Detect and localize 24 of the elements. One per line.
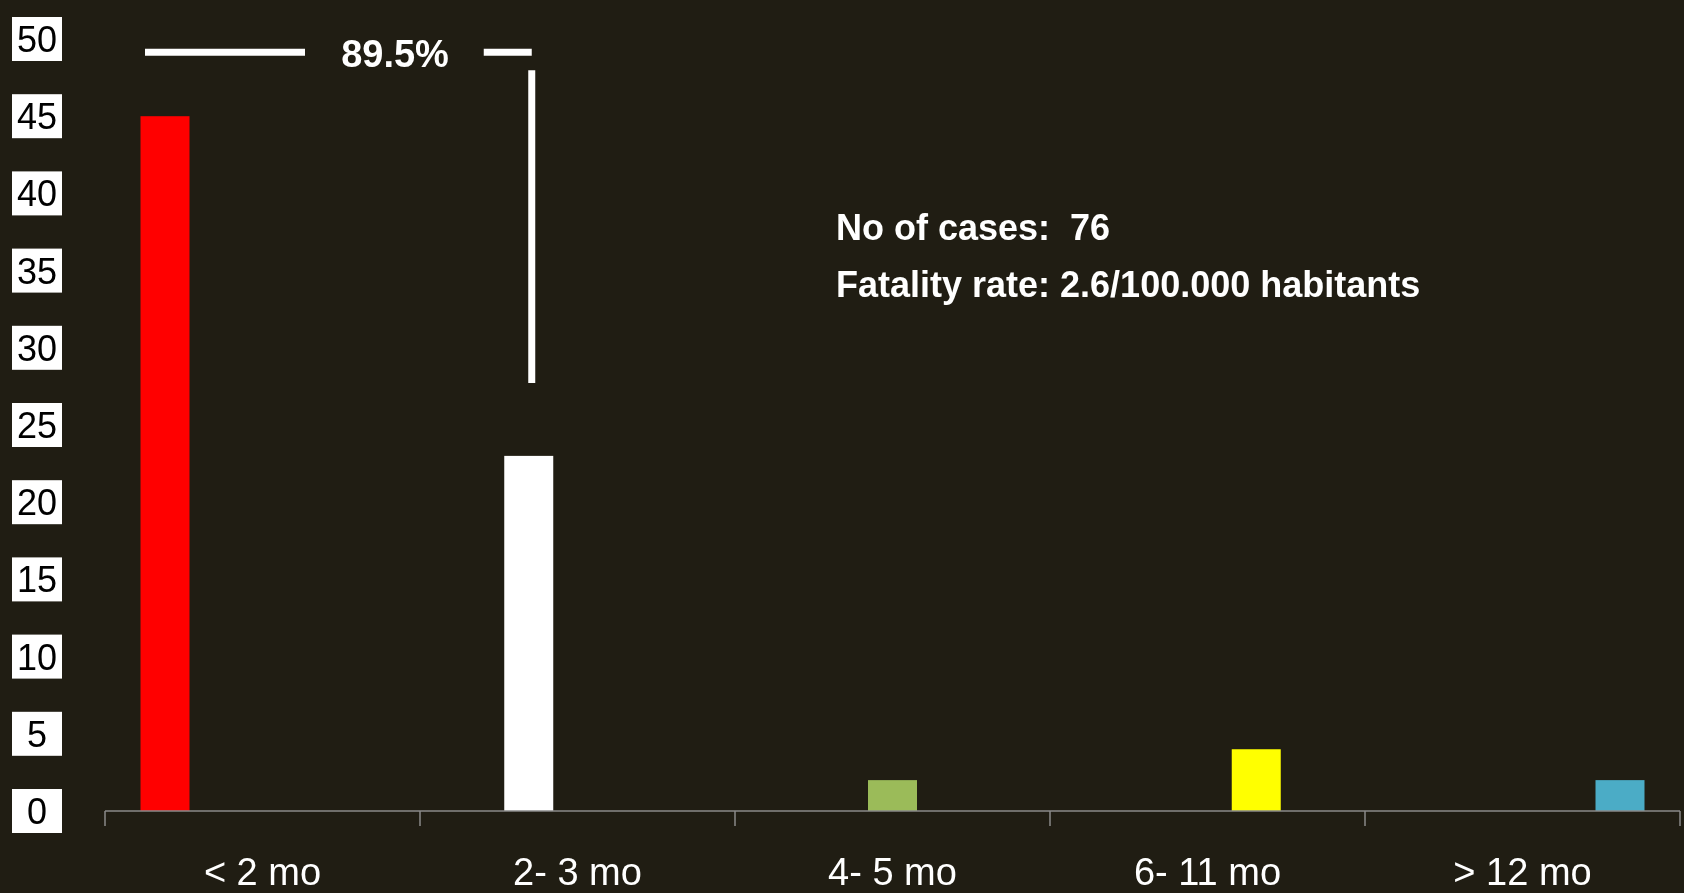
annotation: 89.5% [341,33,449,76]
y-tick-label: 50 [16,19,58,60]
bar [140,116,190,811]
y-tick-label: 30 [16,327,58,369]
y-tick-label: 25 [16,405,58,446]
y-tick-label: 5 [26,713,48,755]
bar [1595,780,1645,811]
bar [1231,749,1281,811]
x-tick-label: 4- 5 mo [828,851,957,893]
bar [504,455,554,811]
y-tick-label: 0 [26,791,48,832]
y-tick-label: 45 [16,96,58,138]
y-tick-label: 10 [16,636,58,678]
y-tick-label: 15 [16,559,58,601]
x-tick-label: < 2 mo [203,851,322,893]
x-tick-label: 2- 3 mo [513,851,642,893]
bar [868,780,917,811]
annotation: Fatality rate: 2.6/100.000 habitants [836,264,1421,305]
annotation: No of cases: 76 [836,207,1111,248]
x-tick-label: 6- 11 mo [1133,851,1282,893]
x-tick-label: > 12 mo [1453,851,1592,893]
y-tick-label: 35 [16,250,58,292]
y-tick-label: 40 [16,173,58,215]
y-tick-label: 20 [16,482,58,524]
